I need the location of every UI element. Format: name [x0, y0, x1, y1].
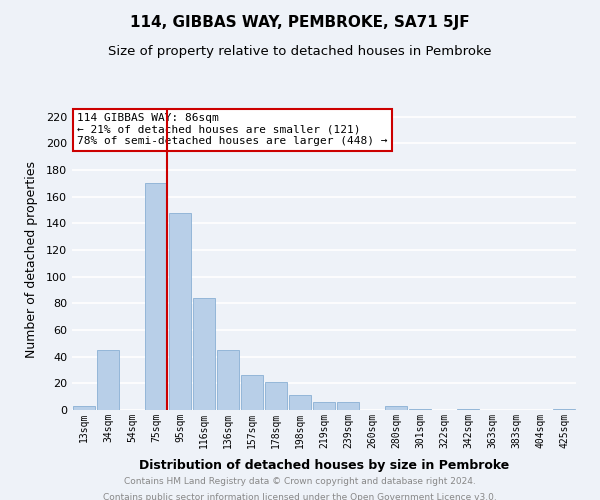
Bar	[265, 382, 287, 410]
X-axis label: Distribution of detached houses by size in Pembroke: Distribution of detached houses by size …	[139, 459, 509, 472]
Bar	[97, 350, 119, 410]
Bar	[217, 350, 239, 410]
Text: 114, GIBBAS WAY, PEMBROKE, SA71 5JF: 114, GIBBAS WAY, PEMBROKE, SA71 5JF	[130, 15, 470, 30]
Bar	[409, 408, 431, 410]
Bar	[73, 406, 95, 410]
Bar	[553, 408, 575, 410]
Text: 114 GIBBAS WAY: 86sqm
← 21% of detached houses are smaller (121)
78% of semi-det: 114 GIBBAS WAY: 86sqm ← 21% of detached …	[77, 113, 388, 146]
Bar	[169, 212, 191, 410]
Bar	[193, 298, 215, 410]
Bar	[241, 376, 263, 410]
Text: Contains HM Land Registry data © Crown copyright and database right 2024.: Contains HM Land Registry data © Crown c…	[124, 478, 476, 486]
Bar	[145, 184, 167, 410]
Bar	[337, 402, 359, 410]
Bar	[289, 396, 311, 410]
Text: Size of property relative to detached houses in Pembroke: Size of property relative to detached ho…	[108, 45, 492, 58]
Bar	[313, 402, 335, 410]
Text: Contains public sector information licensed under the Open Government Licence v3: Contains public sector information licen…	[103, 492, 497, 500]
Bar	[457, 408, 479, 410]
Bar	[385, 406, 407, 410]
Y-axis label: Number of detached properties: Number of detached properties	[25, 162, 38, 358]
